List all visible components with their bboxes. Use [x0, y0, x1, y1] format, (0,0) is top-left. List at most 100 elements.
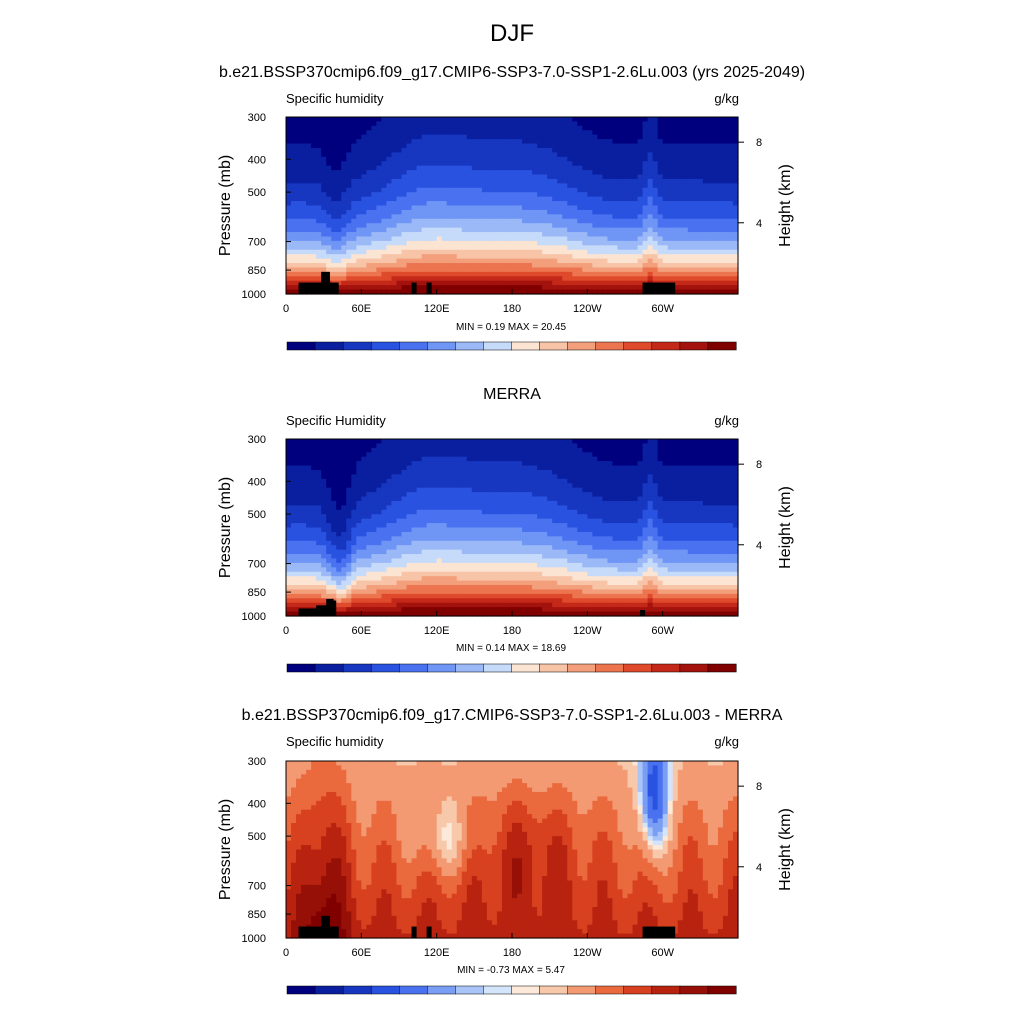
heatmap-cell	[501, 143, 508, 149]
heatmap-cell	[346, 289, 352, 295]
heatmap-cell	[476, 187, 483, 193]
heatmap-cell	[356, 474, 362, 480]
heatmap-cell	[306, 117, 312, 123]
heatmap-cell	[637, 223, 644, 229]
heatmap-cell	[697, 152, 704, 158]
heatmap-cell	[316, 196, 322, 202]
heatmap-cell	[481, 121, 488, 127]
heatmap-cell	[331, 263, 337, 269]
heatmap-cell	[411, 178, 418, 184]
heatmap-cell	[306, 474, 312, 480]
heatmap-cell	[547, 232, 553, 238]
heatmap-cell	[361, 170, 367, 176]
heatmap-cell	[351, 240, 357, 246]
heatmap-cell	[537, 456, 543, 462]
heatmap-cell	[376, 461, 383, 467]
heatmap-cell	[632, 205, 639, 211]
heatmap-cell	[431, 209, 438, 215]
heatmap-cell	[617, 271, 624, 277]
heatmap-cell	[476, 223, 483, 229]
heatmap-cell	[512, 165, 518, 171]
heatmap-cell	[411, 125, 418, 131]
heatmap-cell	[501, 192, 508, 198]
heatmap-cell	[451, 156, 458, 162]
heatmap-cell	[486, 178, 493, 184]
heatmap-cell	[637, 218, 644, 224]
heatmap-cell	[637, 439, 644, 445]
heatmap-cell	[722, 196, 729, 202]
heatmap-cell	[366, 201, 372, 207]
heatmap-cell	[416, 156, 423, 162]
heatmap-cell	[436, 267, 443, 273]
heatmap-cell	[316, 121, 322, 127]
heatmap-cell	[572, 280, 578, 286]
heatmap-cell	[662, 236, 669, 242]
heatmap-cell	[672, 474, 679, 480]
heatmap-cell	[386, 214, 393, 220]
heatmap-cell	[572, 134, 578, 140]
heatmap-cell	[391, 465, 398, 471]
heatmap-cell	[506, 183, 513, 189]
heatmap-cell	[522, 170, 528, 176]
heatmap-cell	[296, 121, 302, 127]
heatmap-cell	[381, 267, 388, 273]
heatmap-cell	[291, 147, 297, 153]
heatmap-cell	[672, 236, 679, 242]
heatmap-cell	[697, 478, 704, 484]
heatmap-cell	[416, 218, 423, 224]
heatmap-cell	[336, 447, 342, 453]
heatmap-cell	[461, 143, 468, 149]
heatmap-cell	[592, 125, 598, 131]
heatmap-cell	[476, 465, 483, 471]
heatmap-cell	[722, 174, 729, 180]
heatmap-cell	[381, 174, 388, 180]
heatmap-cell	[381, 192, 388, 198]
heatmap-cell	[491, 289, 498, 295]
heatmap-cell	[381, 483, 388, 489]
heatmap-cell	[386, 487, 393, 493]
heatmap-cell	[732, 461, 739, 467]
heatmap-cell	[466, 263, 473, 269]
heatmap-cell	[341, 187, 347, 193]
heatmap-cell	[712, 178, 719, 184]
heatmap-cell	[522, 492, 528, 498]
heatmap-cell	[657, 143, 664, 149]
heatmap-cell	[316, 276, 322, 282]
heatmap-cell	[431, 174, 438, 180]
heatmap-cell	[371, 161, 377, 167]
heatmap-cell	[371, 227, 377, 233]
heatmap-cell	[321, 205, 327, 211]
heatmap-cell	[612, 249, 619, 255]
heatmap-cell	[321, 236, 327, 242]
heatmap-cell	[597, 192, 603, 198]
heatmap-cell	[517, 249, 523, 255]
heatmap-cell	[411, 276, 418, 282]
heatmap-cell	[366, 487, 372, 493]
heatmap-cell	[567, 125, 573, 131]
heatmap-cell	[642, 117, 649, 123]
heatmap-cell	[496, 267, 503, 273]
heatmap-cell	[441, 263, 448, 269]
heatmap-cell	[547, 469, 553, 475]
heatmap-cell	[491, 447, 498, 453]
heatmap-cell	[476, 240, 483, 246]
heatmap-cell	[366, 125, 372, 131]
heatmap-cell	[702, 254, 709, 260]
heatmap-cell	[441, 214, 448, 220]
heatmap-cell	[727, 496, 734, 502]
heatmap-cell	[597, 130, 603, 136]
heatmap-cell	[572, 483, 578, 489]
heatmap-cell	[567, 214, 573, 220]
heatmap-cell	[697, 227, 704, 233]
heatmap-cell	[627, 209, 634, 215]
heatmap-cell	[627, 439, 634, 445]
heatmap-cell	[712, 492, 719, 498]
heatmap-cell	[717, 187, 724, 193]
heatmap-cell	[537, 492, 543, 498]
heatmap-cell	[356, 452, 362, 458]
heatmap-cell	[557, 474, 563, 480]
heatmap-cell	[592, 492, 598, 498]
heatmap-cell	[506, 192, 513, 198]
heatmap-cell	[627, 496, 634, 502]
heatmap-cell	[657, 174, 664, 180]
